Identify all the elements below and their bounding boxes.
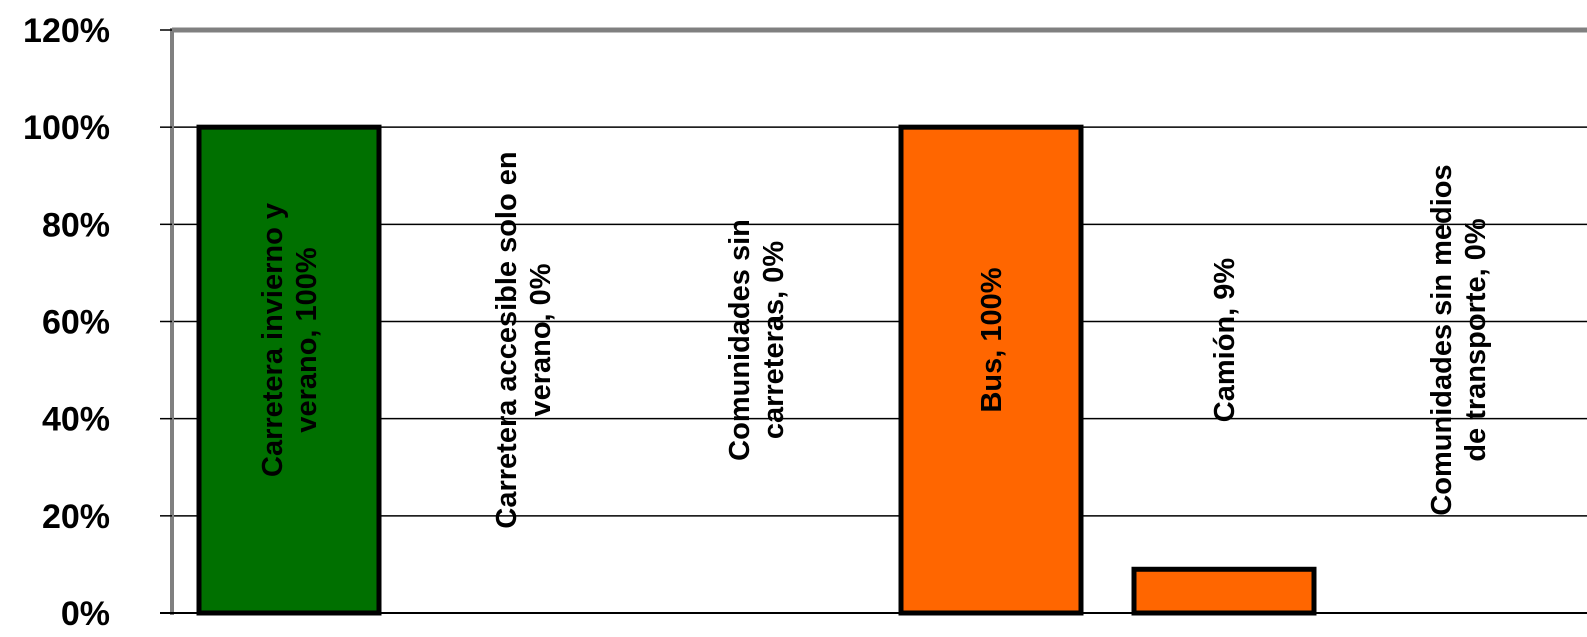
bar (1131, 566, 1317, 616)
bar-labels: Carretera invierno yverano, 100% Carreter… (257, 151, 1492, 528)
bar-data-label: Carretera invierno yverano, 100% (257, 203, 323, 477)
bar-data-label-line: de transporte, 0% (1460, 218, 1492, 462)
bar-data-label-line: Bus, 100% (976, 267, 1008, 412)
y-tick-label: 0% (61, 595, 110, 633)
y-tick-label: 40% (42, 401, 110, 439)
bar-data-label-line: Camión, 9% (1209, 258, 1241, 423)
y-axis-ticks: 0% 20% 40% 60% 80% 100% 120% (23, 12, 172, 633)
bar-data-label-line: Carretera accesible solo en (491, 151, 523, 528)
bar-data-label-line: Comunidades sin (724, 219, 756, 461)
bar-data-label: Comunidades sincarreteras, 0% (724, 219, 790, 461)
bar-data-label: Comunidades sin mediosde transporte, 0% (1426, 164, 1492, 515)
bar-data-label-line: Carretera invierno y (257, 203, 289, 477)
bar-data-label: Camión, 9% (1209, 258, 1241, 423)
bar (898, 124, 1084, 616)
bar-data-label-line: verano, 100% (291, 247, 323, 433)
gridlines (172, 126, 1587, 517)
bar-data-label-line: carreteras, 0% (758, 241, 790, 440)
bar-data-label: Carretera accesible solo enverano, 0% (491, 151, 557, 528)
y-tick-label: 60% (42, 304, 110, 342)
bar (196, 124, 382, 616)
bars (196, 124, 1317, 616)
bar-data-label-line: Comunidades sin medios (1426, 164, 1458, 515)
y-tick-label: 80% (42, 206, 110, 244)
y-tick-label: 100% (23, 109, 110, 147)
y-tick-label: 20% (42, 498, 110, 536)
y-tick-label: 120% (23, 12, 110, 50)
bar-data-label: Bus, 100% (976, 267, 1008, 412)
bar-data-label-line: verano, 0% (525, 263, 557, 416)
